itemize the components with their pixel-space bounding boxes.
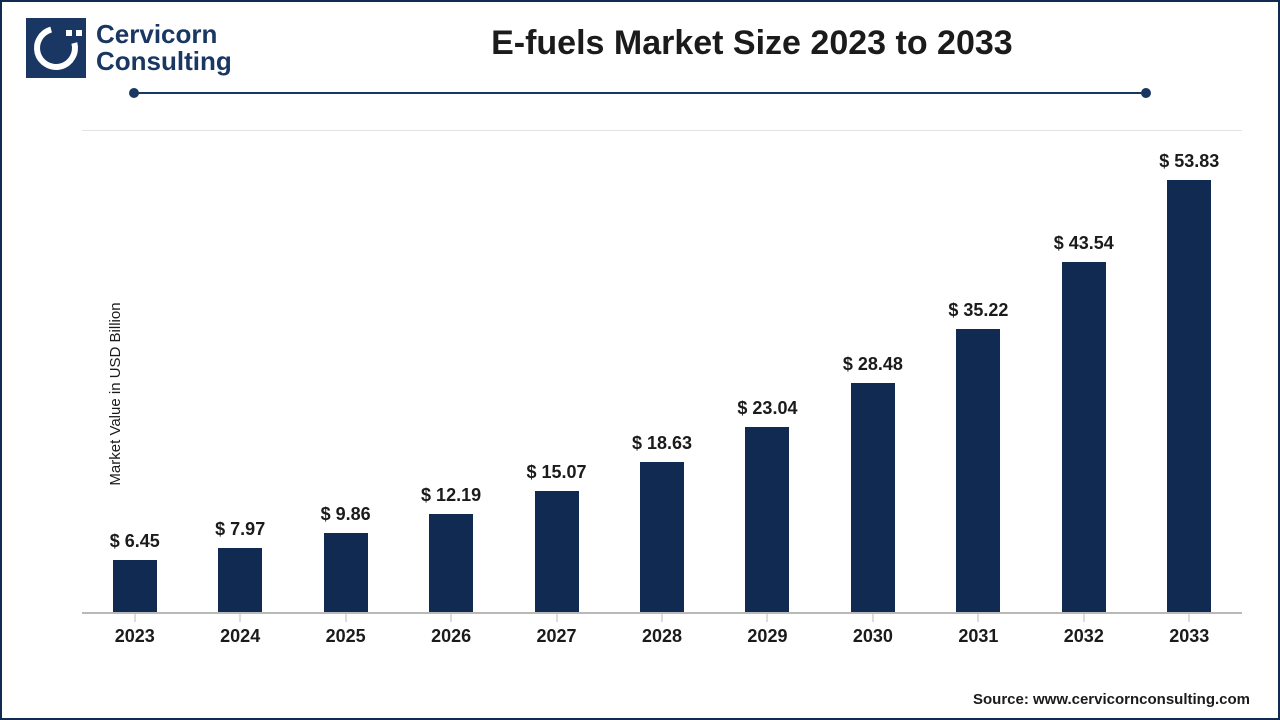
bar-column: $ 43.54 <box>1031 130 1136 612</box>
bar-column: $ 15.07 <box>504 130 609 612</box>
bar-value-label: $ 28.48 <box>843 354 903 375</box>
title-rule <box>134 88 1146 98</box>
bar <box>1167 180 1211 612</box>
bar-column: $ 6.45 <box>82 130 187 612</box>
x-axis-category: 2030 <box>820 618 925 647</box>
bar-column: $ 12.19 <box>398 130 503 612</box>
brand-mark-icon <box>26 18 86 78</box>
rule-dot-icon <box>1141 88 1151 98</box>
bar <box>429 514 473 612</box>
chart-area: Market Value in USD Billion $ 6.45$ 7.97… <box>82 130 1242 658</box>
x-axis-category: 2031 <box>926 618 1031 647</box>
x-axis-category: 2029 <box>715 618 820 647</box>
bar-column: $ 18.63 <box>609 130 714 612</box>
x-axis-category: 2023 <box>82 618 187 647</box>
bar-value-label: $ 12.19 <box>421 485 481 506</box>
x-axis-category: 2026 <box>398 618 503 647</box>
source-credit: Source: www.cervicornconsulting.com <box>973 691 1250 708</box>
bar <box>535 491 579 612</box>
bars-container: $ 6.45 $ 7.97 $ 9.86 $ 12.19 $ 15.07 $ 18.63 $… <box>82 130 1242 612</box>
bar-value-label: $ 15.07 <box>527 462 587 483</box>
bar-value-label: $ 23.04 <box>737 398 797 419</box>
x-axis-category: 2033 <box>1137 618 1242 647</box>
bar <box>851 383 895 612</box>
x-axis-category: 2024 <box>187 618 292 647</box>
bar-value-label: $ 7.97 <box>215 519 265 540</box>
chart-card: Cervicorn Consulting E-fuels Market Size… <box>0 0 1280 720</box>
x-axis-category: 2027 <box>504 618 609 647</box>
bar-value-label: $ 6.45 <box>110 531 160 552</box>
bar-column: $ 23.04 <box>715 130 820 612</box>
bar <box>324 533 368 612</box>
brand-name-line1: Cervicorn <box>96 21 232 48</box>
brand-logo: Cervicorn Consulting <box>26 18 232 78</box>
bar <box>1062 262 1106 612</box>
bar <box>640 462 684 612</box>
header: Cervicorn Consulting E-fuels Market Size… <box>26 18 1254 78</box>
bar <box>745 427 789 612</box>
bar-value-label: $ 18.63 <box>632 433 692 454</box>
brand-name: Cervicorn Consulting <box>96 21 232 76</box>
brand-name-line2: Consulting <box>96 48 232 75</box>
bar-column: $ 53.83 <box>1137 130 1242 612</box>
x-axis-category: 2032 <box>1031 618 1136 647</box>
plot-region: $ 6.45 $ 7.97 $ 9.86 $ 12.19 $ 15.07 $ 18.63 $… <box>82 130 1242 614</box>
bar-column: $ 28.48 <box>820 130 925 612</box>
bar-column: $ 9.86 <box>293 130 398 612</box>
x-axis-category: 2025 <box>293 618 398 647</box>
bar-value-label: $ 35.22 <box>948 300 1008 321</box>
bar-value-label: $ 9.86 <box>321 504 371 525</box>
bar <box>956 329 1000 612</box>
bar <box>113 560 157 612</box>
bar <box>218 548 262 612</box>
bar-value-label: $ 43.54 <box>1054 233 1114 254</box>
x-axis: 2023202420252026202720282029203020312032… <box>82 618 1242 658</box>
bar-column: $ 35.22 <box>926 130 1031 612</box>
x-axis-category: 2028 <box>609 618 714 647</box>
chart-title: E-fuels Market Size 2023 to 2033 <box>250 18 1254 63</box>
rule-line <box>134 92 1146 94</box>
bar-column: $ 7.97 <box>187 130 292 612</box>
bar-value-label: $ 53.83 <box>1159 151 1219 172</box>
